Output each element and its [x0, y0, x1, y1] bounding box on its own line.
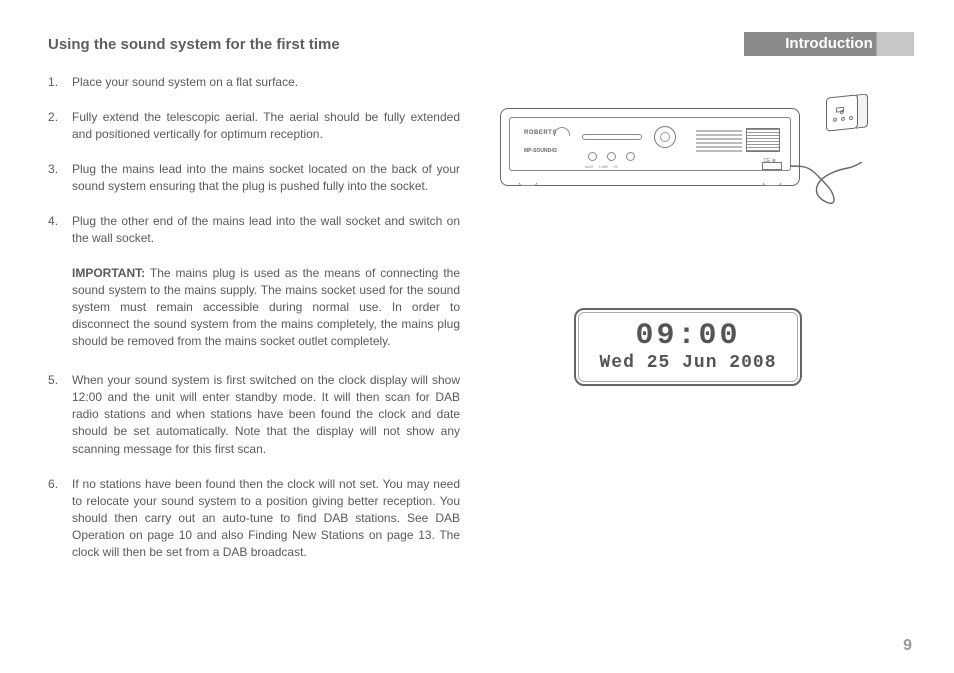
important-label: IMPORTANT: — [72, 266, 145, 280]
speaker-grille-icon — [554, 127, 570, 136]
warning-label-icon — [746, 128, 780, 152]
step-5: When your sound system is first switched… — [48, 372, 460, 457]
jack-icon — [588, 152, 597, 161]
step-4: Plug the other end of the mains lead int… — [48, 213, 460, 247]
content-row: Place your sound system on a flat surfac… — [48, 74, 914, 579]
header-row: Using the sound system for the first tim… — [48, 32, 914, 56]
wall-plug-icon — [826, 92, 870, 136]
lcd-time: 09:00 — [635, 321, 740, 351]
device-body: ROBERTS MP-SOUND43 AUXLINE☊ — [500, 108, 800, 186]
important-note: IMPORTANT: The mains plug is used as the… — [48, 265, 460, 350]
manual-page: Using the sound system for the first tim… — [0, 0, 954, 673]
step-1: Place your sound system on a flat surfac… — [48, 74, 460, 91]
step-list: Place your sound system on a flat surfac… — [48, 74, 460, 247]
step-2: Fully extend the telescopic aerial. The … — [48, 109, 460, 143]
device-inner-frame: ROBERTS MP-SOUND43 AUXLINE☊ — [509, 117, 791, 171]
device-brand: ROBERTS — [524, 130, 557, 136]
tuning-knob-icon — [654, 126, 676, 148]
lcd-display: 09:00 Wed 25 Jun 2008 — [574, 308, 802, 386]
power-cord-icon — [788, 162, 864, 206]
step-3: Plug the mains lead into the mains socke… — [48, 161, 460, 195]
device-illustration: ROBERTS MP-SOUND43 AUXLINE☊ — [500, 92, 870, 196]
foot-icon — [763, 183, 781, 186]
lcd-date: Wed 25 Jun 2008 — [599, 353, 776, 373]
jack-icon — [607, 152, 616, 161]
page-number: 9 — [903, 637, 912, 655]
antenna-clip-icon — [582, 134, 642, 140]
intro-tab: Introduction — [744, 32, 914, 56]
jack-row — [588, 152, 635, 161]
illustration-column: ROBERTS MP-SOUND43 AUXLINE☊ — [492, 74, 914, 579]
jack-icon — [626, 152, 635, 161]
rating-label-icon — [696, 130, 742, 158]
step-6: If no stations have been found then the … — [48, 476, 460, 561]
foot-icon — [519, 183, 537, 186]
instructions-column: Place your sound system on a flat surfac… — [48, 74, 460, 579]
jack-labels: AUXLINE☊ — [585, 164, 618, 169]
power-port-icon — [762, 162, 782, 170]
step-list-2: When your sound system is first switched… — [48, 372, 460, 560]
device-model: MP-SOUND43 — [524, 148, 557, 154]
section-title: Using the sound system for the first tim… — [48, 32, 340, 53]
